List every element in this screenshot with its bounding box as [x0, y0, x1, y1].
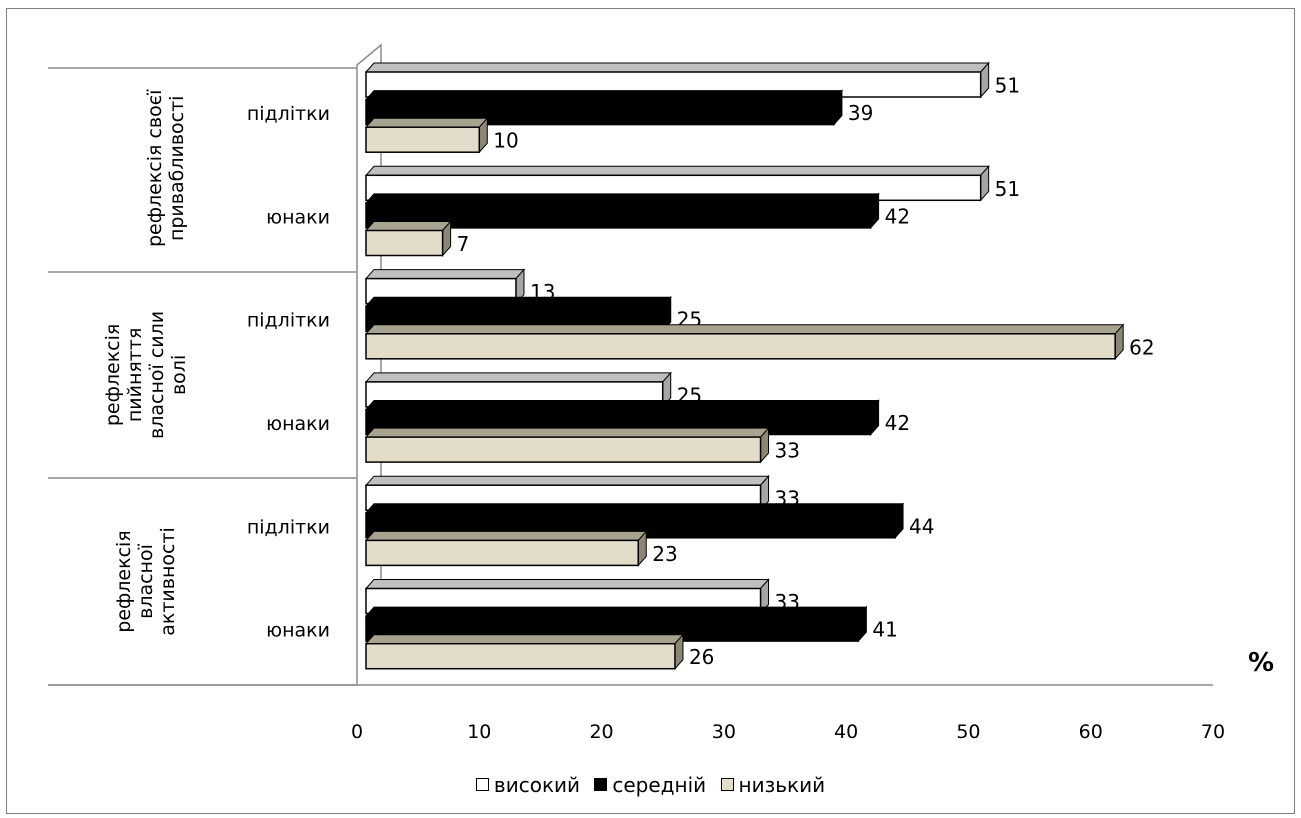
- legend-swatch-high: [475, 778, 489, 791]
- bar-top-face: [364, 372, 672, 383]
- bar-value-label: 33: [775, 439, 800, 463]
- legend-label-low: низький: [738, 772, 826, 797]
- bar-value-label: 44: [909, 514, 934, 538]
- x-tick-label: 40: [834, 721, 858, 743]
- group-label: рефлексія своєїпривабливості: [144, 89, 188, 247]
- bar-value-label: 23: [652, 542, 677, 566]
- subgroup-label: юнаки: [266, 413, 330, 435]
- legend-item-medium: середній: [594, 773, 706, 797]
- group-label: рефлексіяпийняттявласної силиволі: [102, 311, 190, 439]
- x-tick-label: 50: [956, 721, 980, 743]
- group-label-line: рефлексія своєї: [144, 89, 166, 247]
- group-label-line: привабливості: [166, 96, 188, 242]
- bar-value-label: 51: [995, 177, 1020, 201]
- subgroup-label: підлітки: [247, 310, 330, 332]
- bar-top-face: [364, 606, 868, 617]
- legend-label-high: високий: [493, 772, 581, 797]
- bar: [365, 229, 444, 257]
- bar-top-face: [364, 193, 880, 204]
- group-label: рефлексіявласноїактивності: [113, 527, 179, 636]
- bar-value-label: 7: [457, 232, 470, 256]
- subgroup-label: юнаки: [266, 206, 330, 228]
- group-label-line: рефлексія: [102, 324, 124, 426]
- bar-top-face: [364, 269, 526, 280]
- x-tick-label: 70: [1201, 721, 1225, 743]
- legend-item-low: низький: [720, 772, 826, 797]
- bar-top-face: [364, 221, 452, 231]
- bar-value-label: 41: [872, 618, 897, 642]
- bar-top-face: [364, 475, 770, 486]
- x-tick-label: 10: [467, 721, 491, 743]
- bar-top-face: [364, 90, 844, 101]
- bar-value-label: 42: [885, 204, 910, 228]
- bar-top-face: [364, 117, 489, 128]
- bar: [365, 642, 676, 670]
- x-tick-label: 60: [1079, 721, 1103, 743]
- legend-swatch-medium: [594, 778, 608, 791]
- x-tick-label: 30: [712, 721, 736, 743]
- legend-item-high: високий: [475, 772, 581, 797]
- group-label-line: власної сили: [146, 311, 168, 439]
- bar-top-face: [364, 165, 990, 176]
- subgroup-label: підлітки: [247, 516, 330, 538]
- bar-top-face: [364, 634, 685, 645]
- group-label-line: рефлексія: [113, 530, 135, 632]
- bar-top-face: [364, 324, 1125, 335]
- group-label-line: активності: [157, 527, 179, 636]
- x-tick-label: 0: [351, 721, 363, 743]
- bar-value-label: 10: [493, 129, 518, 153]
- bar: [365, 126, 481, 153]
- bar: [365, 539, 640, 567]
- bar: [365, 436, 762, 463]
- legend-label-medium: середній: [612, 772, 707, 797]
- bar-top-face: [364, 296, 672, 307]
- group-label-line: власної: [135, 543, 157, 618]
- bar-top-face: [364, 530, 648, 541]
- legend: високий середній низький: [0, 772, 1301, 797]
- bar-value-label: 51: [995, 74, 1020, 98]
- bar-top-face: [364, 400, 880, 410]
- x-tick-label: 20: [589, 721, 613, 743]
- group-label-line: пийняття: [124, 328, 146, 423]
- bar-top-face: [364, 62, 990, 73]
- bar-top-face: [364, 579, 770, 589]
- bar-top-face: [364, 503, 905, 514]
- subgroup-label: підлітки: [247, 103, 330, 125]
- subgroup-label: юнаки: [266, 620, 330, 642]
- legend-swatch-low: [720, 778, 734, 791]
- bar-value-label: 42: [885, 411, 910, 435]
- x-unit-label: %: [1248, 648, 1275, 678]
- bar-value-label: 26: [689, 645, 714, 669]
- group-label-line: волі: [168, 355, 190, 395]
- bar: [365, 333, 1116, 360]
- bar-top-face: [364, 427, 770, 438]
- bar-value-label: 62: [1129, 335, 1154, 359]
- bar-value-label: 39: [848, 101, 873, 125]
